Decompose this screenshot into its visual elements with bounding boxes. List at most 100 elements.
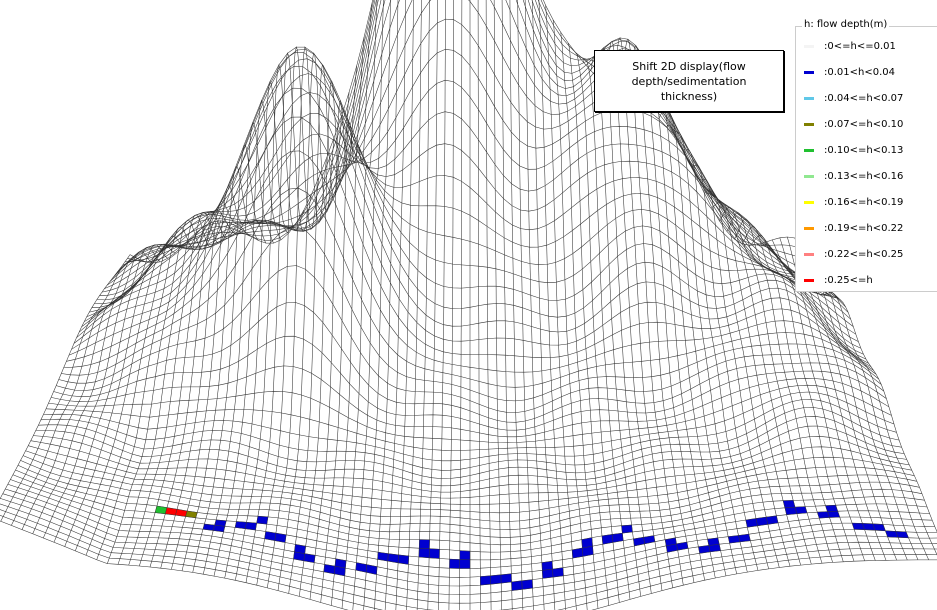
flow-cell: [275, 533, 286, 542]
legend-label: :0.16<=h<0.19: [824, 197, 903, 208]
legend-label: :0.25<=h: [824, 275, 873, 286]
legend-label: :0.10<=h<0.13: [824, 145, 903, 156]
legend-item: :0.10<=h<0.13: [804, 143, 903, 157]
mesh-line: [523, 0, 545, 610]
legend-item: :0.16<=h<0.19: [804, 195, 903, 209]
flow-cell: [739, 534, 751, 542]
flow-cell: [203, 524, 215, 530]
mesh-line: [591, 56, 641, 597]
mesh-line: [478, 0, 481, 610]
flow-cell: [756, 517, 768, 526]
mesh-line: [193, 145, 274, 572]
mesh-line: [353, 0, 387, 610]
flow-cell: [572, 548, 583, 558]
legend-swatch: [804, 71, 814, 74]
flow-cell: [827, 511, 839, 517]
legend-label: :0.01<h<0.04: [824, 67, 895, 78]
flow-cell: [826, 505, 838, 511]
flow-cell: [245, 522, 256, 530]
flow-cell: [235, 522, 246, 529]
flow-cell: [460, 551, 470, 560]
flow-cell: [175, 509, 187, 516]
legend-label: :0<=h<=0.01: [824, 41, 896, 52]
legend-item: :0.04<=h<0.07: [804, 91, 903, 105]
legend-swatch: [804, 201, 814, 204]
flow-cell: [896, 531, 909, 537]
legend-swatch: [804, 97, 814, 100]
mesh-line: [598, 48, 651, 594]
mesh-line: [449, 0, 455, 610]
flow-cell: [460, 560, 470, 569]
mesh-line: [493, 0, 502, 610]
legend-item: :0.07<=h<0.10: [804, 117, 903, 131]
mesh-line: [576, 53, 620, 603]
mesh-line: [374, 0, 402, 610]
page: Shift 2D display(flow depth/sedimentatio…: [0, 0, 937, 610]
flow-cell: [501, 574, 512, 583]
mesh-line: [417, 0, 433, 610]
mesh-line: [395, 0, 417, 610]
legend-label: :0.07<=h<0.10: [824, 119, 903, 130]
legend-label: :0.04<=h<0.07: [824, 93, 903, 104]
legend-item: :0.25<=h: [804, 273, 873, 287]
legend-item: :0.22<=h<0.25: [804, 247, 903, 261]
legend: h: flow depth(m) :0<=h<=0.01:0.01<h<0.04…: [795, 26, 937, 292]
flow-cell: [785, 507, 797, 515]
flow-cell: [708, 538, 720, 546]
legend-label: :0.22<=h<0.25: [824, 249, 903, 260]
legend-swatch: [804, 175, 814, 178]
legend-item: :0.19<=h<0.22: [804, 221, 903, 235]
mesh-line: [606, 41, 662, 590]
flow-cell: [491, 575, 501, 584]
legend-label: :0.13<=h<0.16: [824, 171, 903, 182]
mesh-line: [43, 245, 168, 538]
flow-cell: [612, 533, 623, 542]
flow-cell: [419, 548, 429, 558]
flow-cell: [419, 540, 429, 549]
flow-cell: [378, 552, 389, 561]
flow-cell: [582, 538, 593, 548]
shift-2d-button[interactable]: Shift 2D display(flow depth/sedimentatio…: [594, 50, 784, 112]
mesh-line: [278, 53, 334, 590]
legend-item: :0.13<=h<0.16: [804, 169, 903, 183]
flow-cell: [512, 581, 523, 591]
mesh-line: [546, 5, 577, 610]
mesh-line: [86, 231, 198, 555]
flow-cell: [429, 549, 439, 559]
legend-swatch: [804, 123, 814, 126]
flow-cell: [783, 500, 795, 507]
flow-cell: [542, 569, 553, 578]
mesh-line: [267, 47, 326, 588]
mesh-line: [438, 0, 447, 610]
flow-cell: [602, 534, 613, 544]
mesh-line: [651, 91, 726, 576]
flow-cell: [795, 507, 807, 514]
flow-cell: [265, 531, 276, 540]
mesh-line: [11, 257, 145, 525]
flow-cell: [633, 537, 644, 546]
legend-title: h: flow depth(m): [802, 19, 889, 30]
legend-swatch: [804, 149, 814, 152]
mesh-line: [459, 0, 462, 610]
flow-cell: [480, 576, 490, 585]
mesh-line: [225, 81, 297, 578]
mesh-line: [530, 0, 555, 610]
legend-swatch: [804, 253, 814, 256]
mesh-line: [97, 225, 206, 559]
flow-cell: [553, 568, 564, 577]
flow-cell: [165, 508, 177, 516]
flow-cell: [155, 506, 167, 514]
mesh-line: [538, 0, 566, 610]
flow-cell: [644, 536, 655, 544]
mesh-line: [508, 0, 524, 610]
flow-cell: [294, 544, 305, 553]
flow-cell: [522, 580, 533, 590]
flow-cell: [398, 555, 409, 564]
flow-cell: [257, 516, 268, 524]
legend-item: :0<=h<=0.01: [804, 39, 896, 53]
legend-swatch: [804, 227, 814, 230]
flow-cell: [215, 520, 227, 526]
legend-swatch: [804, 279, 814, 282]
flow-cell: [366, 565, 377, 575]
flow-cell: [542, 561, 553, 570]
